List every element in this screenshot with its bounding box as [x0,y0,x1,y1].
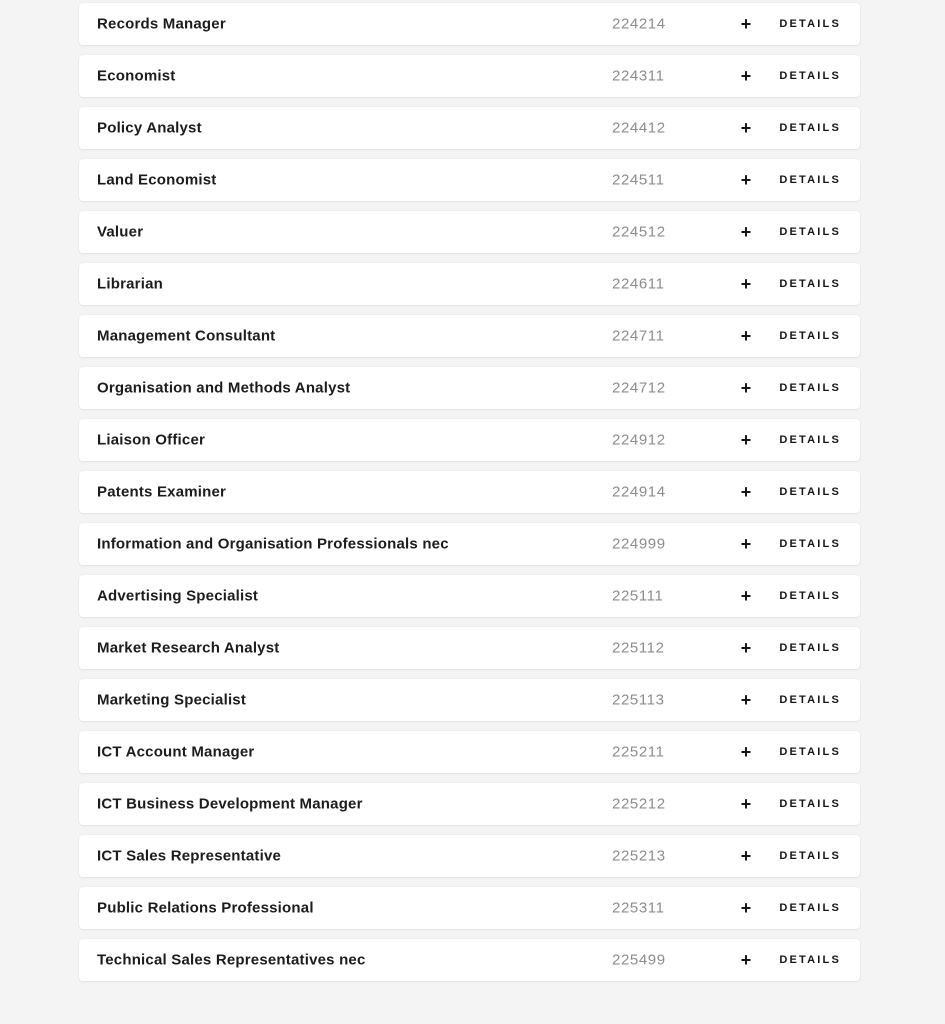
details-button[interactable]: DETAILS [779,18,841,30]
details-button[interactable]: DETAILS [779,538,841,550]
occupation-title: Land Economist [97,171,217,189]
occupation-code: 225211 [612,743,665,761]
occupation-row[interactable]: Information and Organisation Professiona… [79,523,860,565]
occupation-code: 225311 [612,899,665,917]
occupation-row[interactable]: Advertising Specialist 225111 + DETAILS [79,575,860,617]
plus-icon[interactable]: + [735,115,758,141]
plus-icon[interactable]: + [735,219,758,245]
details-button[interactable]: DETAILS [779,746,841,758]
occupation-row[interactable]: Land Economist 224511 + DETAILS [79,159,860,201]
occupation-title: Liaison Officer [97,431,206,449]
details-button[interactable]: DETAILS [779,226,841,238]
occupation-title: ICT Business Development Manager [97,795,363,813]
occupation-code: 225499 [612,951,666,969]
details-button[interactable]: DETAILS [779,70,841,82]
occupation-code: 225113 [612,691,665,709]
occupation-code: 224412 [612,119,666,137]
occupation-row[interactable]: Public Relations Professional 225311 + D… [79,887,860,929]
occupation-row[interactable]: Records Manager 224214 + DETAILS [79,3,860,45]
plus-icon[interactable]: + [735,635,758,661]
occupation-row[interactable]: Organisation and Methods Analyst 224712 … [79,367,860,409]
details-button[interactable]: DETAILS [779,278,841,290]
occupation-code: 224512 [612,223,666,241]
occupation-code: 224711 [612,327,665,345]
occupation-title: Advertising Specialist [97,587,259,605]
occupation-code: 224611 [612,275,665,293]
occupation-title: ICT Account Manager [97,743,255,761]
plus-icon[interactable]: + [735,895,758,921]
occupation-row[interactable]: Market Research Analyst 225112 + DETAILS [79,627,860,669]
occupation-code: 225111 [612,587,664,605]
occupation-title: Market Research Analyst [97,639,280,657]
occupation-code: 224311 [612,67,665,85]
details-button[interactable]: DETAILS [779,850,841,862]
occupation-code: 224214 [612,15,666,33]
occupation-code: 224511 [612,171,665,189]
occupation-title: Information and Organisation Professiona… [97,535,449,553]
details-button[interactable]: DETAILS [779,590,841,602]
occupation-row[interactable]: Valuer 224512 + DETAILS [79,211,860,253]
details-button[interactable]: DETAILS [779,382,841,394]
occupation-row[interactable]: ICT Account Manager 225211 + DETAILS [79,731,860,773]
details-button[interactable]: DETAILS [779,642,841,654]
occupation-code: 225212 [612,795,666,813]
plus-icon[interactable]: + [735,63,758,89]
plus-icon[interactable]: + [735,323,758,349]
details-button[interactable]: DETAILS [779,902,841,914]
occupation-title: Management Consultant [97,327,276,345]
occupation-row[interactable]: Policy Analyst 224412 + DETAILS [79,107,860,149]
occupation-row[interactable]: Librarian 224611 + DETAILS [79,263,860,305]
occupation-row[interactable]: Economist 224311 + DETAILS [79,55,860,97]
occupation-title: Marketing Specialist [97,691,247,709]
occupation-title: Librarian [97,275,163,293]
details-button[interactable]: DETAILS [779,330,841,342]
occupation-title: Valuer [97,223,144,241]
plus-icon[interactable]: + [735,11,758,37]
plus-icon[interactable]: + [735,687,758,713]
details-button[interactable]: DETAILS [779,434,841,446]
occupation-list: Records Manager 224214 + DETAILS Economi… [79,3,860,991]
occupation-title: ICT Sales Representative [97,847,282,865]
occupation-title: Patents Examiner [97,483,227,501]
occupation-code: 224912 [612,431,666,449]
occupation-row[interactable]: Technical Sales Representatives nec 2254… [79,939,860,981]
plus-icon[interactable]: + [735,167,758,193]
occupation-row[interactable]: Management Consultant 224711 + DETAILS [79,315,860,357]
occupation-title: Policy Analyst [97,119,202,137]
plus-icon[interactable]: + [735,531,758,557]
occupation-row[interactable]: Liaison Officer 224912 + DETAILS [79,419,860,461]
details-button[interactable]: DETAILS [779,486,841,498]
plus-icon[interactable]: + [735,843,758,869]
details-button[interactable]: DETAILS [779,174,841,186]
occupation-title: Technical Sales Representatives nec [97,951,366,969]
occupation-code: 224914 [612,483,666,501]
details-button[interactable]: DETAILS [779,122,841,134]
details-button[interactable]: DETAILS [779,798,841,810]
occupation-title: Public Relations Professional [97,899,314,917]
plus-icon[interactable]: + [735,427,758,453]
plus-icon[interactable]: + [735,739,758,765]
plus-icon[interactable]: + [735,583,758,609]
occupation-row[interactable]: ICT Sales Representative 225213 + DETAIL… [79,835,860,877]
plus-icon[interactable]: + [735,791,758,817]
occupation-row[interactable]: Patents Examiner 224914 + DETAILS [79,471,860,513]
plus-icon[interactable]: + [735,479,758,505]
details-button[interactable]: DETAILS [779,694,841,706]
plus-icon[interactable]: + [735,947,758,973]
occupation-code: 225213 [612,847,666,865]
occupation-code: 224712 [612,379,666,397]
occupation-title: Organisation and Methods Analyst [97,379,351,397]
occupation-row[interactable]: ICT Business Development Manager 225212 … [79,783,860,825]
occupation-code: 225112 [612,639,665,657]
plus-icon[interactable]: + [735,271,758,297]
occupation-code: 224999 [612,535,666,553]
occupation-row[interactable]: Marketing Specialist 225113 + DETAILS [79,679,860,721]
occupation-title: Economist [97,67,176,85]
details-button[interactable]: DETAILS [779,954,841,966]
plus-icon[interactable]: + [735,375,758,401]
occupation-title: Records Manager [97,15,226,33]
